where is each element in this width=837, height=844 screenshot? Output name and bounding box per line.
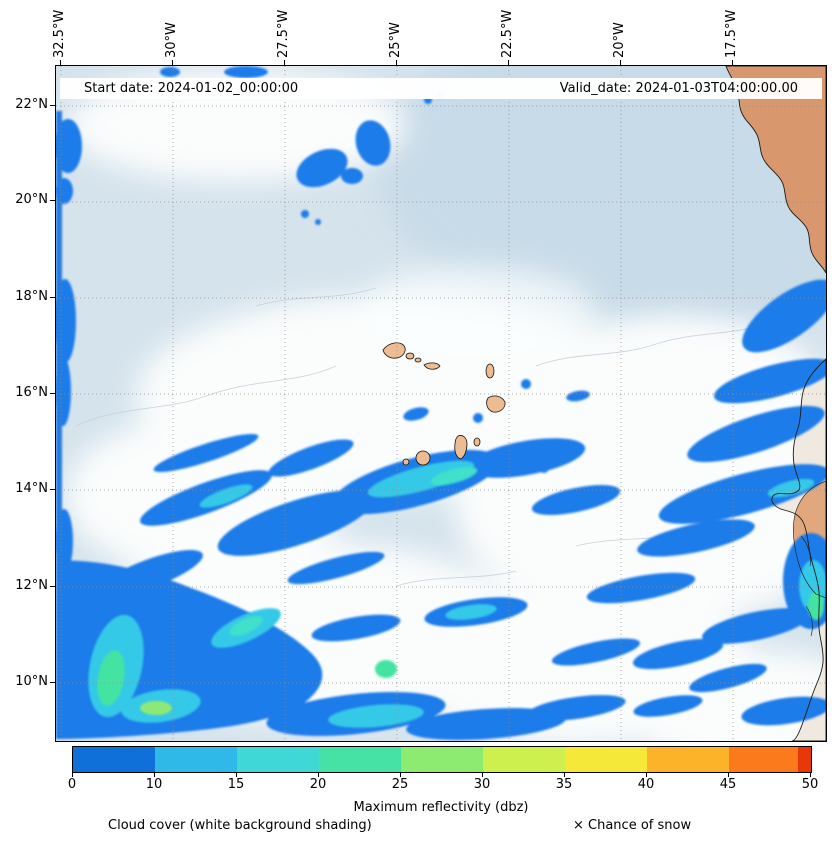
colorbar-segment	[155, 747, 237, 772]
ocean-deep-tint	[376, 66, 826, 326]
lon-tickmark	[284, 60, 285, 65]
map-canvas	[56, 66, 826, 741]
lon-tick-label: 32.5°W	[52, 9, 67, 58]
lat-tick-label: 22°N	[15, 97, 48, 112]
lon-tickmark	[732, 60, 733, 65]
lat-tick-label: 16°N	[15, 385, 48, 400]
start-date-label: Start date: 2024-01-02_00:00:00	[84, 81, 299, 96]
cloud-cover-caption: Cloud cover (white background shading)	[108, 818, 372, 833]
chance-of-snow-caption: × Chance of snow	[573, 818, 692, 833]
gridlines	[56, 66, 826, 741]
lon-tickmark	[620, 60, 621, 65]
lat-tickmark	[50, 682, 55, 683]
colorbar-tickmark	[154, 773, 155, 777]
lon-tick-label: 20°W	[612, 22, 627, 58]
colorbar-tick-label: 25	[391, 777, 409, 792]
lon-tick-label: 25°W	[388, 22, 403, 58]
colorbar-tick-label: 45	[719, 777, 737, 792]
lat-tickmark	[50, 200, 55, 201]
lon-tick-label: 30°W	[164, 22, 179, 58]
lat-tick-label: 14°N	[15, 481, 48, 496]
colorbar-tickmark	[810, 773, 811, 777]
colorbar-segment	[729, 747, 811, 772]
date-annotation-strip: Start date: 2024-01-02_00:00:00 Valid_da…	[60, 78, 822, 99]
lat-tickmark	[50, 105, 55, 106]
lon-tickmark	[396, 60, 397, 65]
lat-tickmark	[50, 393, 55, 394]
colorbar-tickmark	[646, 773, 647, 777]
lat-tick-label: 18°N	[15, 289, 48, 304]
colorbar-tickmark	[400, 773, 401, 777]
lat-tick-label: 20°N	[15, 192, 48, 207]
colorbar-tickmark	[564, 773, 565, 777]
colorbar-segment	[483, 747, 565, 772]
lon-tick-label: 22.5°W	[500, 9, 515, 58]
colorbar-segment	[73, 747, 155, 772]
colorbar-tick-label: 0	[67, 777, 77, 792]
colorbar-tick-label: 15	[227, 777, 245, 792]
valid-date-label: Valid_date: 2024-01-03T04:00:00.00	[559, 81, 798, 96]
colorbar-tick-label: 20	[309, 777, 327, 792]
reflectivity-colorbar	[72, 746, 812, 773]
lat-tickmark	[50, 489, 55, 490]
lon-tickmark	[60, 60, 61, 65]
lat-tickmark	[50, 586, 55, 587]
lon-tick-label: 17.5°W	[724, 9, 739, 58]
colorbar-segment	[401, 747, 483, 772]
lat-tickmark	[50, 297, 55, 298]
coastline-outlines	[725, 66, 826, 741]
cape-verde-islands	[382, 342, 506, 466]
colorbar-tick-label: 40	[637, 777, 655, 792]
precip-blobs-lightgreen	[140, 701, 172, 715]
colorbar-tickmark	[728, 773, 729, 777]
lon-tickmark	[172, 60, 173, 65]
colorbar-label: Maximum reflectivity (dbz)	[353, 800, 529, 815]
colorbar-segment	[647, 747, 729, 772]
map-plot-area: Start date: 2024-01-02_00:00:00 Valid_da…	[55, 65, 827, 742]
precip-blobs-teal	[229, 466, 478, 636]
lon-tickmark	[508, 60, 509, 65]
colorbar-tickmark	[72, 773, 73, 777]
colorbar-tickmark	[318, 773, 319, 777]
colorbar-segment	[319, 747, 401, 772]
colorbar-segment	[237, 747, 319, 772]
lat-tick-label: 10°N	[15, 674, 48, 689]
colorbar-extend-red	[798, 747, 811, 772]
colorbar-tick-label: 35	[555, 777, 573, 792]
lon-tick-label: 27.5°W	[276, 9, 291, 58]
colorbar-tick-label: 30	[473, 777, 491, 792]
colorbar-tickmark	[482, 773, 483, 777]
lat-tick-label: 12°N	[15, 578, 48, 593]
colorbar-segment	[565, 747, 647, 772]
precip-blobs-green	[97, 592, 824, 706]
colorbar-tickmark	[236, 773, 237, 777]
colorbar-tick-label: 10	[145, 777, 163, 792]
colorbar-tick-label: 50	[801, 777, 819, 792]
